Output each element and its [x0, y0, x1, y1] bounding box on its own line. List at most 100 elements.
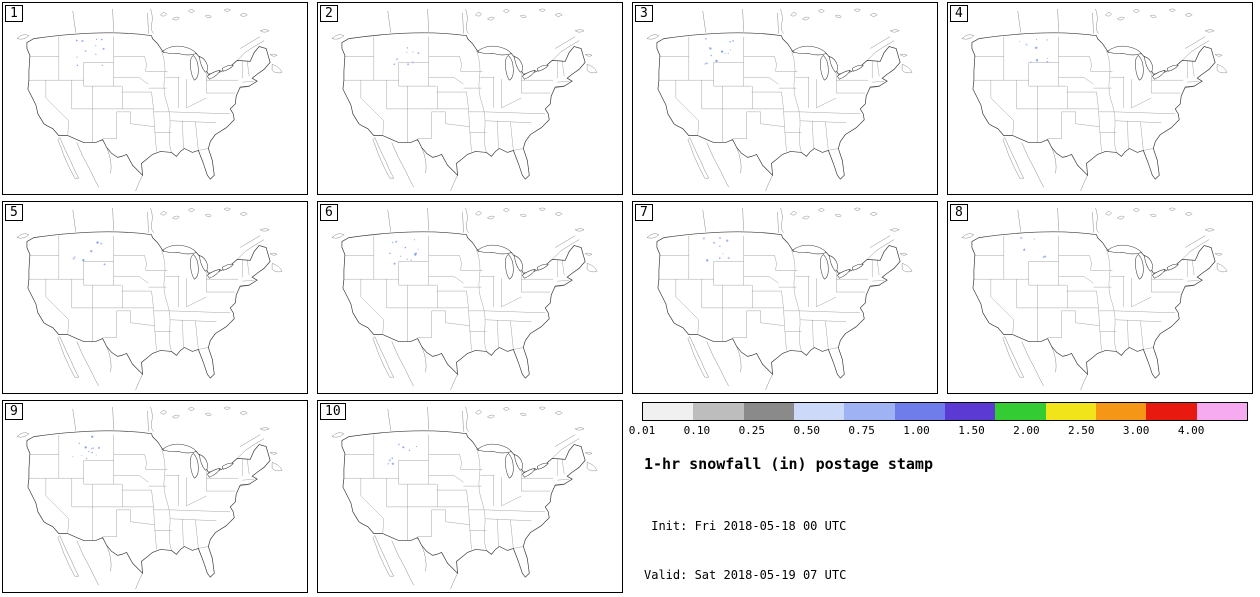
- snow-speck: [722, 253, 724, 255]
- colorbar-segment: [894, 403, 945, 420]
- snow-speck: [415, 445, 418, 448]
- snow-speck: [388, 459, 391, 462]
- colorbar-tick: 0.10: [683, 424, 711, 437]
- figure-title: 1-hr snowfall (in) postage stamp: [644, 455, 933, 473]
- panel-number-label: 1: [5, 5, 23, 22]
- snowfall-specks: [704, 37, 734, 65]
- panel-number-label: 8: [950, 204, 968, 221]
- snow-speck: [96, 241, 99, 244]
- snow-speck: [1023, 248, 1026, 251]
- snow-speck: [395, 241, 397, 243]
- snow-speck: [1042, 256, 1045, 259]
- colorbar-tick: 0.75: [848, 424, 875, 437]
- snow-speck: [706, 259, 709, 262]
- snowfall-specks: [387, 443, 418, 465]
- snow-speck: [94, 44, 97, 47]
- us-map: [961, 207, 1228, 391]
- snow-speck: [391, 241, 394, 244]
- snow-speck: [97, 446, 101, 449]
- snow-speck: [88, 450, 90, 453]
- snow-speck: [413, 239, 416, 241]
- map-panel-10: 10: [317, 400, 623, 593]
- colorbar-tick: 4.00: [1177, 424, 1205, 437]
- snow-speck: [719, 257, 721, 259]
- snow-speck: [399, 255, 402, 257]
- panel-number-label: 5: [5, 204, 23, 221]
- snow-speck: [1035, 59, 1039, 62]
- valid-time-label: Valid: Sat 2018-05-19 07 UTC: [644, 567, 847, 582]
- panel-number-label: 6: [320, 204, 338, 221]
- map-panel-7: 7: [632, 201, 938, 394]
- snow-speck: [393, 262, 396, 265]
- snow-speck: [1025, 43, 1028, 46]
- us-map: [331, 207, 598, 391]
- snow-speck: [1046, 39, 1048, 41]
- snow-speck: [406, 258, 408, 260]
- snow-speck: [1046, 60, 1049, 63]
- snow-speck: [704, 62, 707, 65]
- colorbar-tick: 1.50: [958, 424, 985, 437]
- map-panel-8: 8: [947, 201, 1253, 394]
- snow-speck: [1035, 46, 1038, 49]
- snow-speck: [95, 454, 97, 456]
- snowfall-specks: [702, 237, 730, 262]
- panel-number-label: 2: [320, 5, 338, 22]
- snow-speck: [81, 39, 84, 43]
- colorbar-segment: [1196, 403, 1247, 420]
- snow-speck: [719, 237, 721, 239]
- snow-speck: [1035, 38, 1037, 40]
- snow-speck: [1020, 236, 1023, 240]
- snow-speck: [78, 442, 80, 445]
- snow-speck: [387, 463, 389, 465]
- us-map: [16, 8, 283, 192]
- panel-number-label: 10: [320, 403, 346, 420]
- snow-speck: [1046, 57, 1048, 59]
- colorbar-tick: 1.00: [903, 424, 930, 437]
- snow-speck: [712, 241, 716, 245]
- snow-speck: [90, 447, 93, 450]
- colorbar-segment: [1146, 403, 1197, 420]
- colorbar-segment: [1095, 403, 1147, 420]
- snow-speck: [408, 449, 411, 451]
- snow-speck: [729, 49, 732, 51]
- snowfall-specks: [389, 239, 419, 265]
- snow-speck: [702, 237, 705, 240]
- us-map: [646, 8, 913, 192]
- snow-speck: [100, 242, 103, 245]
- snow-speck: [720, 50, 724, 53]
- snow-speck: [391, 457, 394, 460]
- snow-speck: [413, 253, 417, 256]
- snow-speck: [732, 40, 734, 42]
- snow-speck: [393, 63, 396, 66]
- us-map: [331, 8, 598, 192]
- snow-speck: [412, 51, 414, 53]
- legend-and-info-block: 0.01 0.10 0.25 0.50 0.75 1.00 1.50 2.00 2.50 3.00…: [629, 400, 1253, 593]
- map-panel-2: 2: [317, 2, 623, 195]
- snow-speck: [84, 49, 87, 52]
- snow-speck: [81, 454, 83, 457]
- snow-speck: [95, 38, 98, 41]
- snow-speck: [410, 259, 413, 262]
- snowfall-specks: [72, 435, 101, 460]
- snow-speck: [727, 52, 729, 54]
- snow-speck: [100, 38, 103, 41]
- snowfall-specks: [1018, 38, 1049, 64]
- colorbar-segment: [693, 403, 744, 420]
- snow-speck: [101, 64, 103, 66]
- snow-speck: [91, 435, 94, 438]
- snow-speck: [406, 47, 409, 49]
- colorbar: [642, 402, 1248, 421]
- snow-speck: [417, 248, 419, 250]
- colorbar-tick: 2.00: [1013, 424, 1040, 437]
- map-panel-9: 9: [2, 400, 308, 593]
- snow-speck: [84, 446, 87, 449]
- colorbar-segment: [743, 403, 794, 420]
- snow-speck: [90, 250, 93, 253]
- snow-speck: [727, 256, 730, 260]
- snow-speck: [389, 252, 391, 255]
- snow-speck: [706, 62, 708, 65]
- map-panel-1: 1: [2, 2, 308, 195]
- snow-speck: [103, 263, 106, 266]
